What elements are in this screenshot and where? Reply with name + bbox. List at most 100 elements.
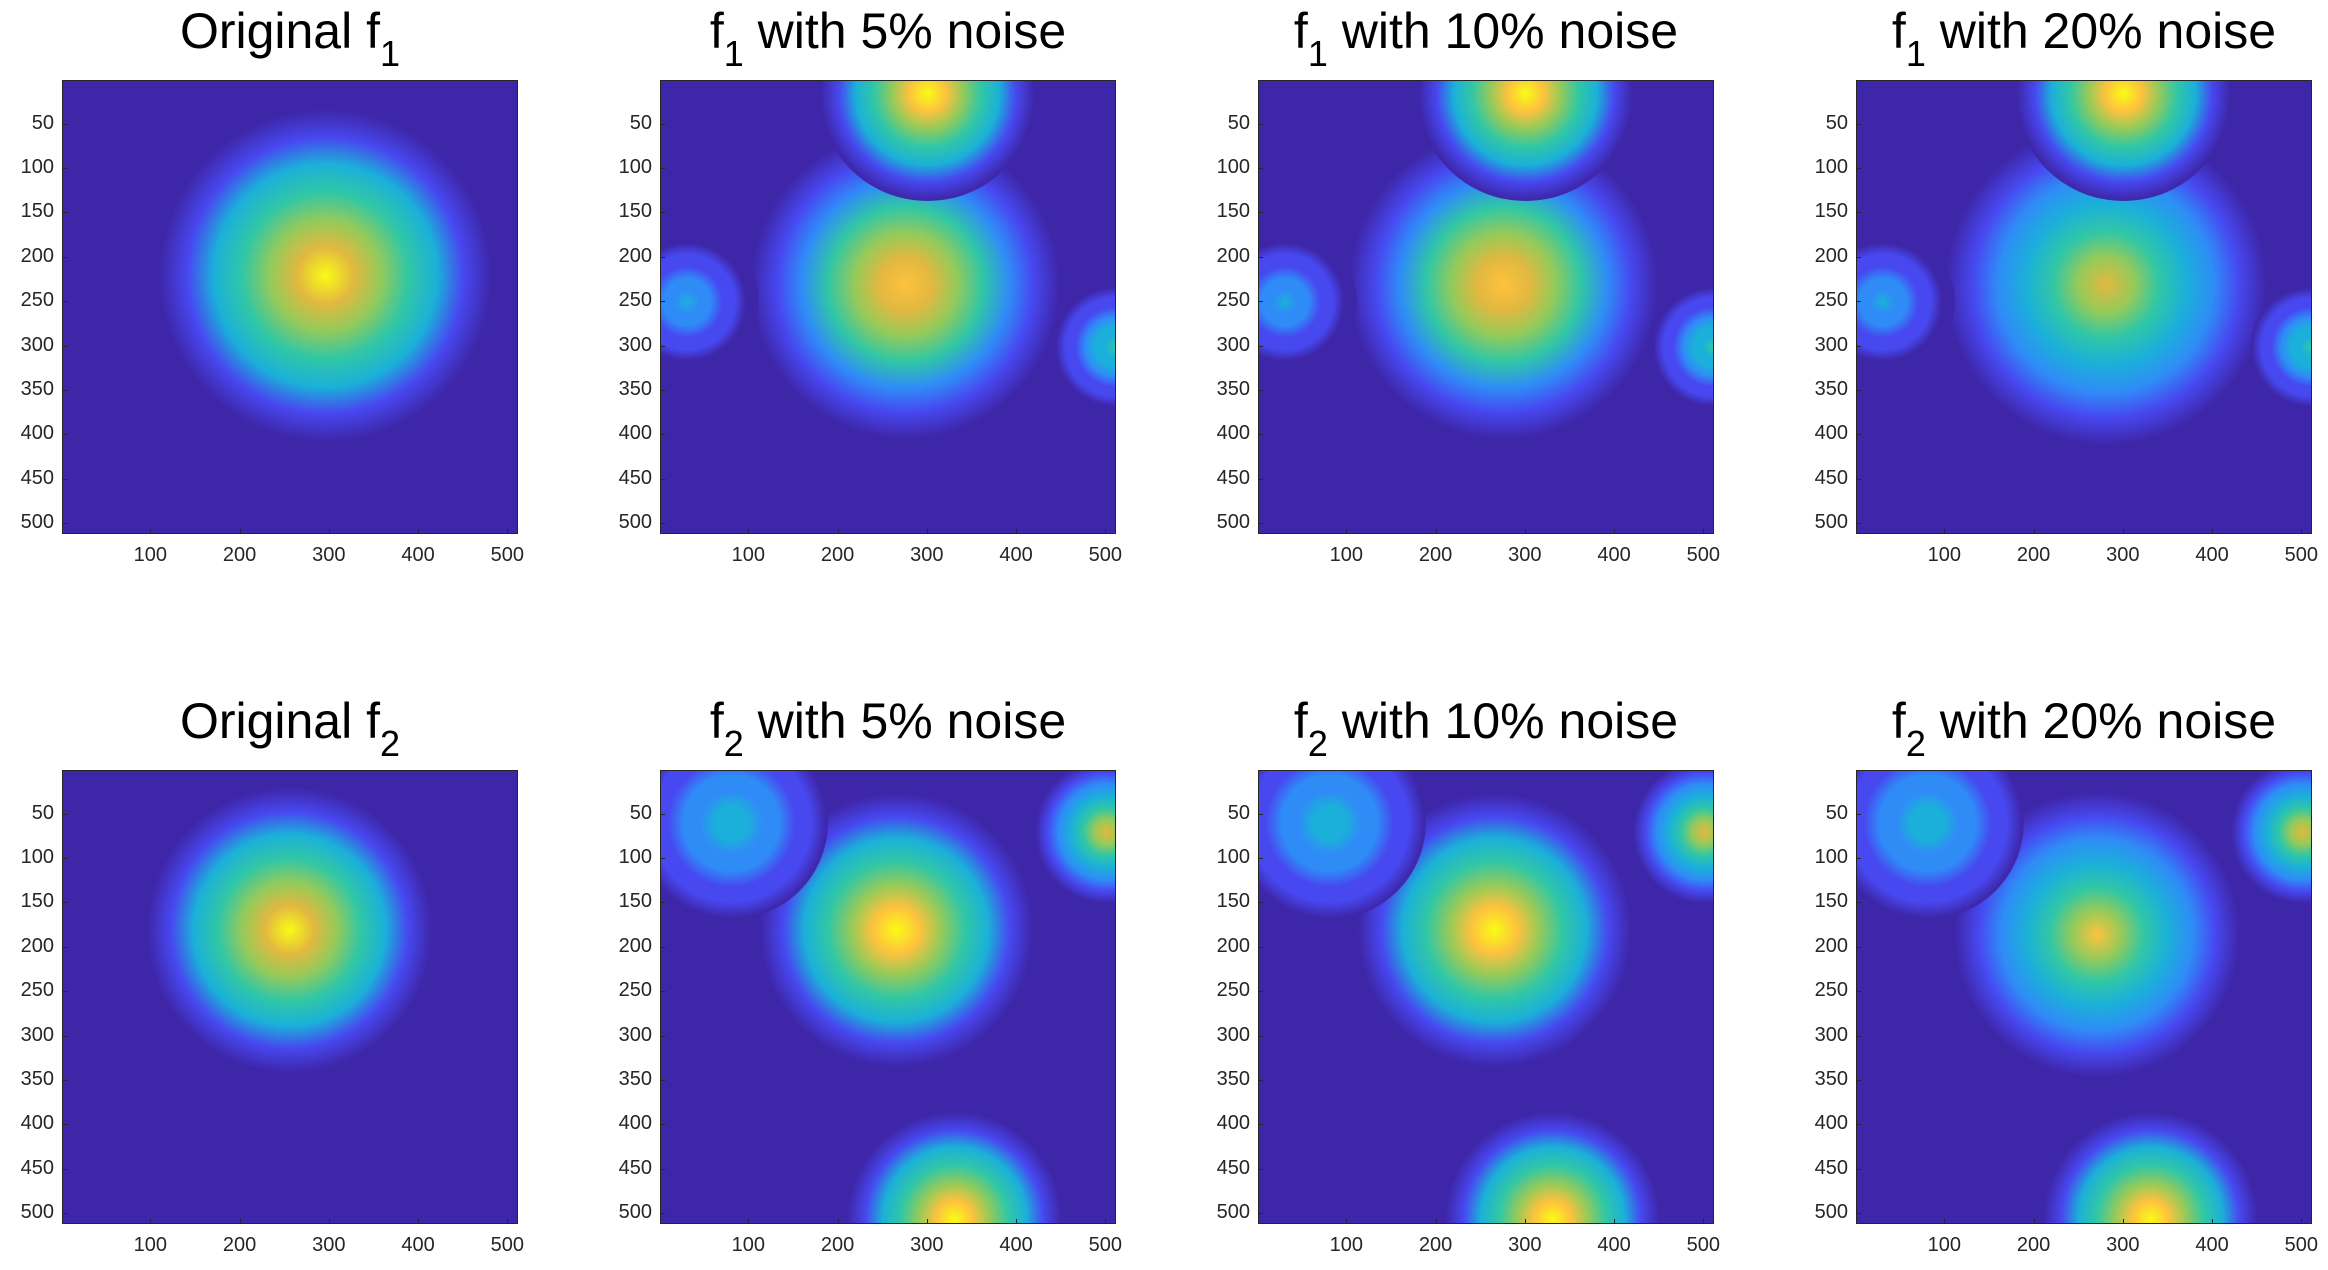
x-tick-label: 200 xyxy=(1418,1234,1453,1256)
y-tick-label: 450 xyxy=(618,466,652,489)
y-tick-mark xyxy=(1258,301,1263,303)
y-tick-mark xyxy=(660,857,665,859)
x-tick-mark xyxy=(1524,529,1526,534)
x-tick-label: 500 xyxy=(1686,544,1720,566)
y-tick-mark xyxy=(62,1168,67,1170)
y-tick-mark xyxy=(1258,123,1263,125)
x-tick-mark xyxy=(328,1219,330,1224)
y-tick-mark xyxy=(62,256,67,258)
y-tick-label: 400 xyxy=(20,1112,54,1135)
y-tick-label: 400 xyxy=(1814,422,1848,445)
y-tick-label: 50 xyxy=(1825,801,1848,824)
y-tick-label: 150 xyxy=(1216,200,1250,223)
y-tick-mark xyxy=(62,434,67,436)
panel-title-rest: with 20% noise xyxy=(1925,693,2277,749)
y-tick-mark xyxy=(62,123,67,125)
y-tick-label: 350 xyxy=(20,1068,54,1091)
y-tick-mark xyxy=(62,301,67,303)
heatmap-f1 xyxy=(62,80,518,534)
x-tick-mark xyxy=(1016,1219,1018,1224)
y-tick-mark xyxy=(660,813,665,815)
x-tick-label: 500 xyxy=(2284,1234,2318,1256)
x-tick-mark xyxy=(926,1219,928,1224)
x-tick-label: 100 xyxy=(1927,1234,1962,1256)
y-tick-mark xyxy=(1258,256,1263,258)
y-tick-label: 500 xyxy=(20,511,54,534)
x-tick-label: 200 xyxy=(222,1234,257,1256)
panel-title-subscript: 2 xyxy=(1905,723,1926,764)
y-tick-label: 500 xyxy=(1216,511,1250,534)
y-tick-label: 400 xyxy=(1216,422,1250,445)
y-tick-mark xyxy=(1258,345,1263,347)
x-tick-label: 400 xyxy=(401,1234,435,1256)
y-tick-label: 200 xyxy=(1814,934,1848,957)
y-tick-label: 200 xyxy=(20,244,54,267)
y-tick-label: 450 xyxy=(1216,1156,1250,1179)
x-tick-label: 300 xyxy=(1508,544,1542,566)
y-tick-label: 300 xyxy=(1216,333,1250,356)
y-tick-label: 350 xyxy=(618,1068,652,1091)
panel-title-subscript: 2 xyxy=(1307,723,1328,764)
y-tick-mark xyxy=(1258,857,1263,859)
x-tick-mark xyxy=(2212,529,2214,534)
y-tick-mark xyxy=(62,167,67,169)
y-tick-label: 250 xyxy=(1216,289,1250,312)
x-tick-mark xyxy=(2122,529,2124,534)
y-tick-label: 100 xyxy=(1216,155,1250,178)
panel-title-main: Original f xyxy=(179,3,381,59)
y-tick-mark xyxy=(1258,1035,1263,1037)
x-tick-mark xyxy=(837,1219,839,1224)
x-tick-mark xyxy=(418,1219,420,1224)
x-tick-label: 200 xyxy=(2016,544,2051,566)
y-tick-mark xyxy=(1258,1213,1263,1215)
heatmap-blob xyxy=(846,1110,1063,1223)
y-tick-label: 400 xyxy=(1216,1112,1250,1135)
y-tick-label: 200 xyxy=(20,934,54,957)
x-tick-mark xyxy=(1944,1219,1946,1224)
y-tick-mark xyxy=(1856,1035,1861,1037)
x-tick-mark xyxy=(748,1219,750,1224)
panel-title-rest: with 10% noise xyxy=(1327,3,1679,59)
y-tick-mark xyxy=(1856,256,1861,258)
heatmap-blob xyxy=(156,107,494,444)
y-tick-label: 50 xyxy=(629,111,652,134)
y-tick-label: 100 xyxy=(1216,845,1250,868)
y-tick-label: 150 xyxy=(1814,200,1848,223)
panel-title-rest: with 20% noise xyxy=(1925,3,2277,59)
x-tick-mark xyxy=(2033,1219,2035,1224)
y-tick-mark xyxy=(62,212,67,214)
y-tick-mark xyxy=(1258,212,1263,214)
panel-title: f1 with 5% noise xyxy=(658,2,1118,74)
x-tick-mark xyxy=(1105,1219,1107,1224)
heatmap-f2-20 xyxy=(1856,770,2312,1224)
x-tick-label: 300 xyxy=(910,1234,944,1256)
panel-title-subscript: 2 xyxy=(723,723,744,764)
y-tick-label: 250 xyxy=(1814,979,1848,1002)
heatmap-blob xyxy=(2230,771,2311,905)
y-tick-mark xyxy=(1258,813,1263,815)
x-tick-mark xyxy=(1346,1219,1348,1224)
y-tick-mark xyxy=(1258,1168,1263,1170)
y-tick-label: 450 xyxy=(1814,466,1848,489)
x-tick-label: 400 xyxy=(1597,544,1631,566)
y-tick-label: 200 xyxy=(1216,934,1250,957)
panel-title-main: f xyxy=(1891,693,1906,749)
x-tick-label: 100 xyxy=(1329,544,1364,566)
y-tick-label: 150 xyxy=(20,890,54,913)
x-tick-mark xyxy=(1346,529,1348,534)
x-tick-mark xyxy=(1944,529,1946,534)
y-tick-label: 400 xyxy=(1814,1112,1848,1135)
y-tick-label: 350 xyxy=(1216,378,1250,401)
heatmap-blob xyxy=(1054,286,1115,407)
x-tick-label: 100 xyxy=(1329,1234,1364,1256)
y-tick-label: 250 xyxy=(618,289,652,312)
x-tick-label: 500 xyxy=(490,544,524,566)
y-tick-label: 300 xyxy=(1814,1023,1848,1046)
panel-title-subscript: 1 xyxy=(1307,33,1328,74)
y-tick-label: 500 xyxy=(618,511,652,534)
panel-title: f1 with 20% noise xyxy=(1854,2,2314,74)
x-tick-mark xyxy=(748,529,750,534)
y-tick-label: 500 xyxy=(1814,511,1848,534)
y-tick-label: 50 xyxy=(1825,111,1848,134)
